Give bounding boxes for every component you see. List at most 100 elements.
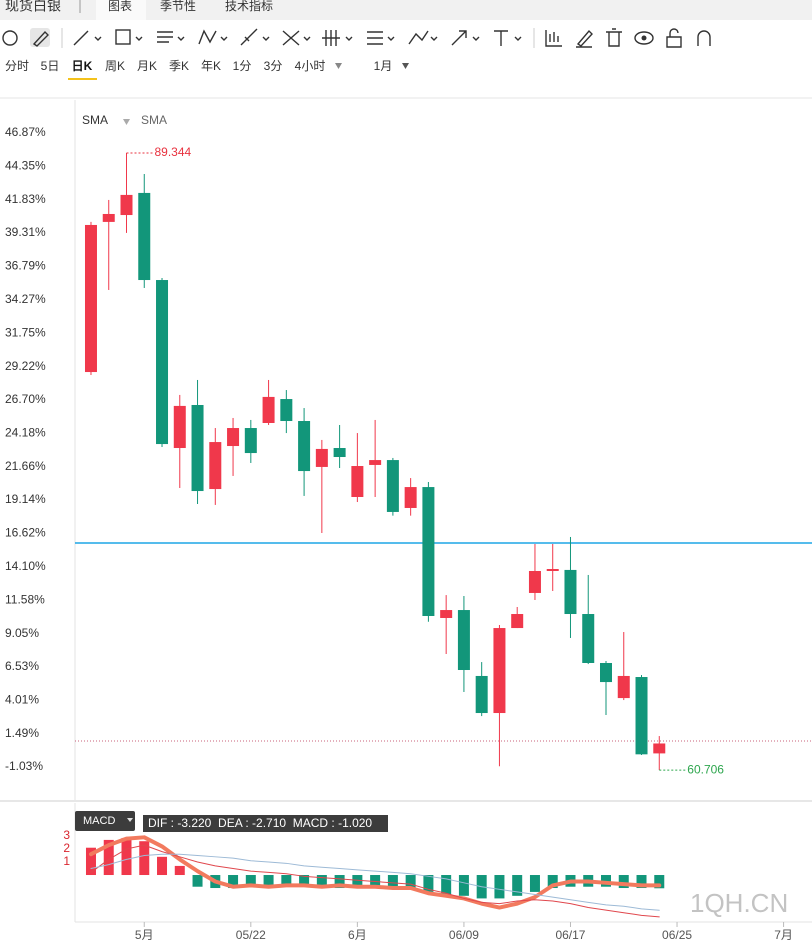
y-tick-label: 16.62%	[5, 526, 46, 540]
tool-icon[interactable]	[666, 28, 682, 48]
candle-body	[386, 460, 399, 512]
y-tick-label: 11.58%	[5, 592, 45, 606]
tool-icon[interactable]	[73, 30, 89, 46]
min-label: 60.706	[687, 762, 724, 776]
macd-bar	[85, 847, 96, 876]
dropdown-icon[interactable]	[94, 36, 102, 41]
tool-icon[interactable]	[634, 31, 654, 45]
dropdown-icon[interactable]	[345, 36, 353, 41]
period-option[interactable]: 5日	[41, 59, 60, 73]
period-option[interactable]: 1月	[374, 59, 393, 73]
macd-bar	[299, 875, 310, 887]
candle-body	[617, 675, 630, 699]
dropdown-icon[interactable]	[123, 119, 130, 125]
candle-body	[369, 460, 382, 465]
period-option[interactable]: 年K	[201, 59, 221, 73]
macd-bar	[636, 875, 647, 889]
tool-icon[interactable]	[641, 35, 647, 41]
tool-icon[interactable]	[606, 28, 622, 47]
period-option[interactable]: 分时	[5, 59, 29, 73]
period-option[interactable]: 3分	[264, 59, 283, 73]
period-option[interactable]: 1分	[233, 59, 252, 73]
tool-icon[interactable]	[576, 29, 593, 48]
period-option[interactable]: 周K	[105, 59, 125, 73]
candle-body	[156, 280, 169, 445]
tool-icon[interactable]	[157, 31, 173, 43]
dropdown-icon[interactable]	[514, 36, 522, 41]
macd-bar	[316, 875, 327, 889]
macd-bar	[512, 875, 523, 896]
tab[interactable]: 技术指标	[225, 0, 273, 13]
y-tick-label: 31.75%	[5, 325, 46, 339]
tool-icon[interactable]	[494, 30, 508, 46]
candle-body	[475, 675, 488, 714]
dropdown-icon[interactable]	[177, 36, 185, 41]
dropdown-icon[interactable]	[387, 36, 395, 41]
tab[interactable]: 图表	[108, 0, 132, 13]
dropdown-icon[interactable]	[402, 63, 409, 69]
top-bar	[0, 0, 812, 20]
active-tab-bg	[96, 0, 146, 20]
indicator-label[interactable]: SMA	[141, 113, 167, 127]
macd-bar	[228, 875, 239, 889]
macd-bar	[281, 875, 292, 887]
y-tick-label: 6.53%	[5, 659, 39, 673]
tool-icon[interactable]	[367, 31, 383, 45]
candle-body	[262, 396, 275, 423]
tool-icon[interactable]	[2, 30, 18, 46]
dropdown-icon[interactable]	[135, 36, 143, 41]
macd-bar	[157, 856, 168, 876]
macd-line	[90, 844, 660, 918]
macd-bar	[174, 865, 185, 876]
period-option[interactable]: 季K	[169, 59, 189, 73]
macd-bar	[387, 875, 398, 889]
macd-title[interactable]: MACD	[83, 815, 115, 827]
y-tick-label: 26.70%	[5, 392, 46, 406]
macd-bar	[405, 875, 416, 890]
tab[interactable]: 季节性	[160, 0, 196, 13]
y-tick-label: 34.27%	[5, 292, 46, 306]
y-tick-label: 2	[63, 841, 70, 855]
period-option[interactable]: 4小时	[295, 59, 326, 73]
candle-body	[84, 224, 97, 373]
dropdown-icon[interactable]	[303, 36, 311, 41]
tool-icon[interactable]	[240, 28, 258, 46]
tool-icon[interactable]	[322, 30, 340, 46]
dropdown-icon[interactable]	[430, 36, 438, 41]
candle-body	[173, 405, 186, 449]
candle-body	[635, 677, 648, 755]
macd-bar	[139, 841, 150, 876]
dropdown-icon[interactable]	[472, 36, 480, 41]
y-tick-label: 19.14%	[5, 492, 46, 506]
dropdown-icon[interactable]	[127, 818, 133, 822]
tool-icon[interactable]	[408, 30, 429, 45]
y-tick-label: 24.18%	[5, 425, 46, 439]
y-tick-label: -1.03%	[5, 759, 43, 773]
tool-icon[interactable]	[198, 29, 217, 45]
period-option[interactable]: 月K	[137, 59, 157, 73]
tool-icon[interactable]	[451, 30, 467, 46]
y-tick-label: 14.10%	[5, 559, 46, 573]
dropdown-icon[interactable]	[262, 36, 270, 41]
tool-icon[interactable]	[697, 30, 711, 46]
macd-bar	[352, 875, 363, 889]
macd-button[interactable]	[75, 811, 135, 831]
dropdown-icon[interactable]	[220, 36, 228, 41]
period-option[interactable]: 日K	[72, 59, 93, 73]
tool-icon[interactable]	[282, 30, 300, 46]
tool-icon[interactable]	[545, 30, 562, 47]
indicator-label[interactable]: SMA	[82, 113, 108, 127]
candle-body	[298, 421, 311, 472]
max-label: 89.344	[155, 145, 192, 159]
candle-body	[333, 448, 346, 458]
tool-icon[interactable]	[115, 29, 131, 45]
dropdown-icon[interactable]	[335, 63, 342, 69]
macd-bar	[192, 875, 203, 887]
y-tick-label: 3	[63, 828, 70, 842]
y-tick-label: 9.05%	[5, 626, 39, 640]
tool-icon[interactable]	[32, 30, 49, 47]
macd-bar	[494, 875, 505, 899]
candle-body	[404, 487, 417, 508]
candle-body	[564, 569, 577, 615]
